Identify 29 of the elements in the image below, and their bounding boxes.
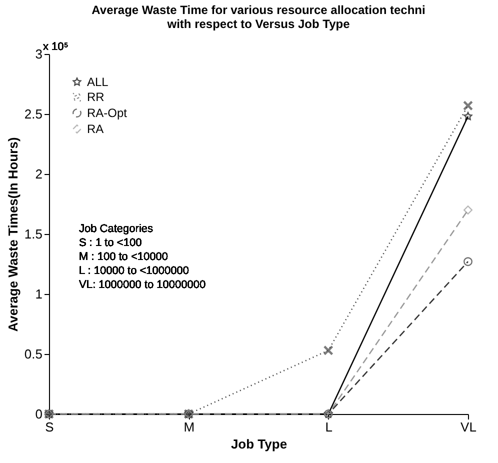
x-tick-label: L [325,420,332,434]
y-tick-label: 1 [35,286,42,302]
legend-label: RA-Opt [87,106,128,120]
annotation: Job Categories [79,223,154,235]
x-tick-label: S [45,420,54,434]
chart-title: Average Waste Time for various resource allocation techni with respect to Versus Job Type [92,3,426,31]
point [324,346,333,355]
y-tick-label: 2.5 [24,106,42,122]
y-axis-title: Average Waste Times(In Hours) [5,137,20,332]
point [464,101,472,110]
y-tick-label: 2 [35,166,42,182]
annotation: VL: 1000000 to 10000000 [79,279,206,291]
text: x 10⁵ [43,41,68,53]
x-tick-label: VL [460,420,476,434]
legend-label: RA [87,122,104,136]
point [464,257,472,266]
annotation: L : 10000 to <1000000 [79,265,189,277]
legend-label: RR [87,90,105,104]
y-tick-label: 1.5 [24,226,42,242]
annotation: M : 100 to <10000 [79,251,168,263]
annotation: S : 1 to <100 [79,237,142,249]
y-tick-label: 0 [35,406,42,422]
point [464,112,472,120]
x-tick-label: M [184,420,195,434]
y-tick-label: 0.5 [24,346,42,362]
y-tick-label: 3 [35,46,42,62]
legend-label: ALL [87,75,109,89]
x-axis-title: Job Type [230,436,288,452]
point [464,206,472,214]
